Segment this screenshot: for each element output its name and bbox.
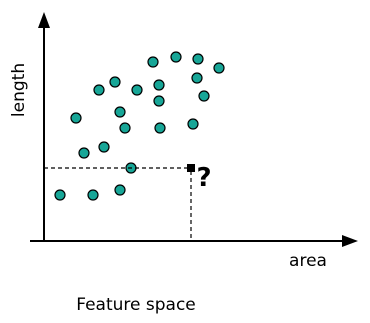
query-mark: ? bbox=[196, 163, 211, 193]
x-axis-arrow bbox=[342, 235, 358, 247]
feature-space-diagram: length area ? Feature space bbox=[0, 0, 370, 323]
query-point bbox=[187, 164, 195, 172]
y-axis-label: length bbox=[9, 63, 29, 117]
x-axis-label: area bbox=[289, 251, 327, 271]
cross-class bbox=[180, 63, 363, 218]
page: {"axes": {"y_label": "length", "x_label"… bbox=[0, 0, 370, 323]
caption: Feature space bbox=[76, 295, 196, 315]
y-axis-arrow bbox=[38, 12, 50, 28]
